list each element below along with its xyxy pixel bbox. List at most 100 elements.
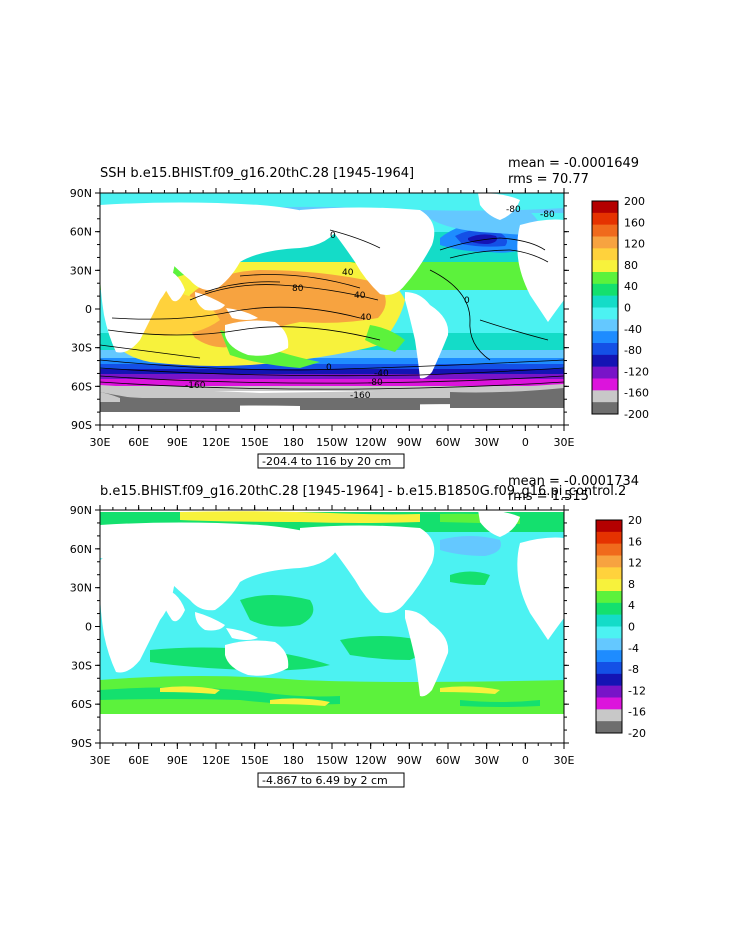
colorbar-swatch (592, 354, 618, 367)
lon-label: 180 (283, 436, 304, 449)
colorbar-swatch (592, 378, 618, 391)
panel-1-contour-labels: 80 40 40 40 0 0 0 -80 -80 -40 -160 -160 … (185, 205, 555, 401)
colorbar-label: -80 (624, 344, 642, 357)
colorbar-label: -20 (628, 727, 646, 740)
colorbar-swatch (592, 236, 618, 249)
colorbar-frame (595, 519, 623, 734)
lon-label: 120W (355, 754, 387, 767)
panel-1-lat-labels: 90N 60N 30N 0 30S 60S 90S (70, 187, 92, 432)
contour-label: 80 (292, 284, 304, 294)
lon-label: 150E (241, 754, 269, 767)
colorbar-swatch (592, 224, 618, 237)
lon-label: 30E (90, 436, 111, 449)
colorbar-label: -120 (624, 365, 649, 378)
lon-label: 90E (167, 436, 188, 449)
panel-2-map (100, 510, 564, 743)
colorbar-frame (591, 200, 619, 415)
lat-label: 60N (70, 226, 92, 239)
colorbar-label: 0 (628, 621, 635, 634)
lat-label: 90S (71, 419, 92, 432)
colorbar-swatch (596, 555, 622, 568)
contour-label: 0 (330, 231, 336, 241)
colorbar-swatch (592, 402, 618, 415)
lon-label: 0 (522, 754, 529, 767)
contour-label: -80 (368, 378, 383, 388)
colorbar-label: 40 (624, 280, 638, 293)
lon-label: 30W (474, 754, 499, 767)
colorbar-swatch (596, 567, 622, 580)
colorbar-swatch (596, 602, 622, 615)
contour-label: -80 (540, 210, 555, 220)
lon-label: 150E (241, 436, 269, 449)
contour-label: -40 (374, 369, 389, 379)
colorbar-label: 160 (624, 216, 645, 229)
lat-label: 30S (71, 342, 92, 355)
colorbar-swatch (596, 531, 622, 544)
lon-label: 0 (522, 436, 529, 449)
colorbar-label: -16 (628, 706, 646, 719)
colorbar-swatch (592, 331, 618, 344)
panel-2-mean: mean = -0.0001734 (508, 474, 639, 489)
lon-label: 30E (554, 436, 575, 449)
lat-label: 30S (71, 659, 92, 672)
colorbar-swatch (596, 662, 622, 675)
lat-label: 60N (70, 543, 92, 556)
panel-2-lon-labels: 30E 60E 90E 120E 150E 180 150W 120W 90W 60W 30W 0 30… (90, 754, 575, 767)
colorbar-swatch (596, 650, 622, 663)
colorbar-swatch (592, 283, 618, 296)
panel-1-rms: rms = 70.77 (508, 172, 589, 187)
panel-1-range-box: -204.4 to 116 by 20 cm (257, 453, 405, 469)
colorbar-swatch (592, 260, 618, 273)
colorbar-swatch (592, 295, 618, 308)
panel-1: SSH b.e15.BHIST.f09_g16.20thC.28 [1945-1… (70, 156, 649, 469)
colorbar-label: 8 (628, 578, 635, 591)
colorbar-swatch (592, 307, 618, 320)
colorbar-swatch (596, 543, 622, 556)
lon-label: 120E (202, 754, 230, 767)
contour-label: -160 (350, 391, 371, 401)
lat-label: 60S (71, 698, 92, 711)
lon-label: 60E (128, 436, 149, 449)
colorbar-swatch (596, 685, 622, 698)
panel-1-map: 80 40 40 40 0 0 0 -80 -80 -40 -160 -160 … (100, 193, 564, 425)
colorbar-label: -12 (628, 684, 646, 697)
colorbar-label: -8 (628, 663, 639, 676)
panel-2-title: b.e15.BHIST.f09_g16.20thC.28 [1945-1964]… (100, 484, 626, 499)
colorbar-swatch (592, 212, 618, 225)
panel-2-colorbar: 20 16 12 8 4 0 -4 -8 -12 -16 -20 (595, 514, 646, 740)
colorbar-swatch (592, 248, 618, 261)
panel-2: b.e15.BHIST.f09_g16.20thC.28 [1945-1964]… (70, 474, 646, 788)
colorbar-label: -40 (624, 323, 642, 336)
colorbar-swatch (592, 319, 618, 332)
contour-label: 40 (342, 268, 354, 278)
lat-label: 90S (71, 737, 92, 750)
panel-1-contours (100, 229, 564, 390)
lon-label: 120E (202, 436, 230, 449)
colorbar-swatch (592, 366, 618, 379)
lon-label: 90E (167, 754, 188, 767)
colorbar-swatch (596, 591, 622, 604)
lat-label: 90N (70, 187, 92, 200)
lat-label: 30N (70, 582, 92, 595)
contour-label: 0 (464, 296, 470, 306)
colorbar-label: 200 (624, 195, 645, 208)
panel-1-title: SSH b.e15.BHIST.f09_g16.20thC.28 [1945-1… (100, 166, 414, 181)
lon-label: 30E (90, 754, 111, 767)
colorbar-swatch (592, 272, 618, 285)
panel-2-lat-labels: 90N 60N 30N 0 30S 60S 90S (70, 504, 92, 750)
colorbar-swatch (596, 709, 622, 722)
lon-label: 30W (474, 436, 499, 449)
panel-1-mean: mean = -0.0001649 (508, 156, 639, 171)
lon-label: 90W (397, 754, 422, 767)
lat-label: 90N (70, 504, 92, 517)
colorbar-swatch (596, 520, 622, 533)
colorbar-swatch (596, 638, 622, 651)
colorbar-label: 20 (628, 514, 642, 527)
colorbar-label: 80 (624, 259, 638, 272)
colorbar-label: -200 (624, 408, 649, 421)
colorbar-swatch (596, 673, 622, 686)
colorbar-swatch (592, 390, 618, 403)
lon-label: 60W (436, 436, 461, 449)
lon-label: 120W (355, 436, 387, 449)
